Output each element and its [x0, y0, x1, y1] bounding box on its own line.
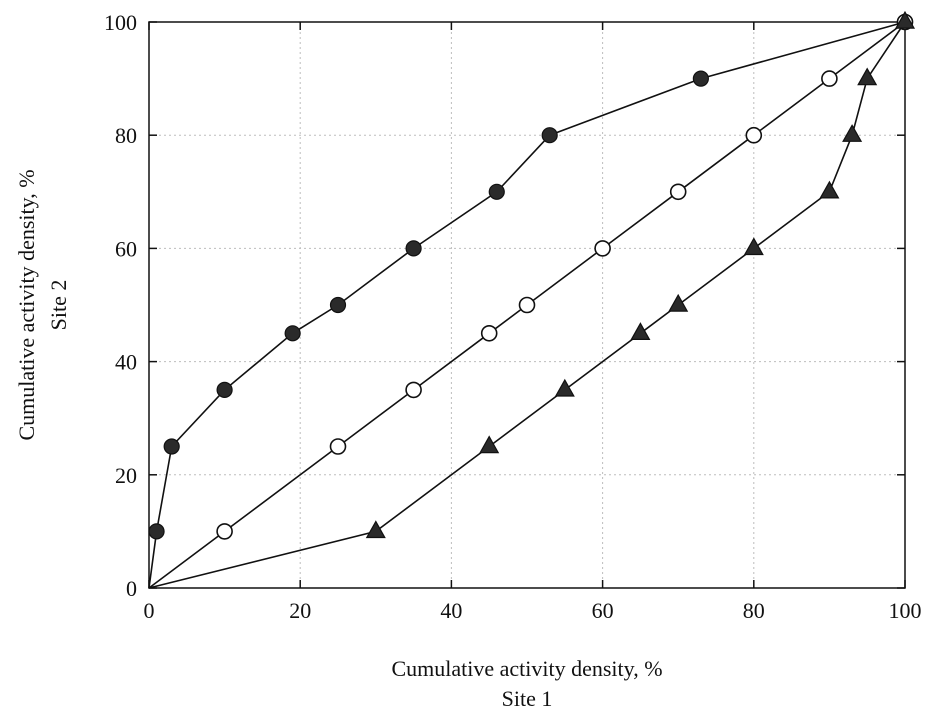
data-point: [857, 67, 878, 86]
x-tick-label: 60: [592, 598, 614, 623]
data-point: [630, 322, 651, 340]
y-tick-label: 40: [115, 350, 137, 375]
data-point: [692, 70, 709, 87]
y-tick-label: 20: [115, 463, 137, 488]
data-point: [668, 293, 689, 312]
x-tick-label: 20: [289, 598, 311, 623]
data-point: [148, 523, 165, 540]
x-tick-label: 100: [889, 598, 922, 623]
axis-ticks: 0 20 40 60 80 100 0 20 40 60 80 100: [104, 10, 922, 623]
y-tick-label: 0: [126, 576, 137, 601]
data-point: [894, 10, 916, 29]
data-point: [216, 523, 233, 540]
data-point: [163, 438, 180, 455]
data-point: [842, 124, 863, 142]
data-point: [365, 520, 386, 539]
x-axis-subtitle: Site 1: [502, 686, 553, 711]
series: [148, 10, 916, 589]
data-point: [284, 325, 301, 342]
data-point: [554, 378, 575, 397]
y-tick-label: 100: [104, 10, 137, 35]
data-point: [594, 240, 611, 257]
data-point: [669, 183, 687, 201]
data-point: [216, 381, 233, 398]
data-point: [405, 381, 422, 399]
x-tick-label: 0: [144, 598, 155, 623]
data-point: [480, 324, 498, 342]
y-tick-label: 80: [115, 123, 137, 148]
data-point: [821, 70, 838, 87]
y-axis-subtitle: Site 2: [46, 280, 71, 331]
data-point: [518, 296, 536, 314]
data-point: [819, 180, 840, 199]
y-tick-label: 60: [115, 236, 137, 261]
series-open-circle: [148, 13, 914, 589]
data-point: [405, 240, 422, 257]
plot-frame: [148, 21, 906, 589]
data-point: [743, 237, 764, 256]
data-point: [488, 183, 505, 200]
x-tick-label: 40: [440, 598, 462, 623]
y-axis-title: Cumulative activity density, %: [14, 169, 39, 440]
grid: [149, 22, 905, 588]
data-point: [745, 126, 763, 144]
data-point: [329, 438, 347, 455]
data-point: [479, 435, 500, 454]
series-filled-triangle: [148, 10, 916, 589]
x-tick-label: 80: [743, 598, 765, 623]
x-axis-title: Cumulative activity density, %: [391, 656, 662, 681]
data-point: [329, 296, 347, 314]
series-filled-circle: [148, 13, 914, 589]
data-point: [541, 127, 558, 144]
